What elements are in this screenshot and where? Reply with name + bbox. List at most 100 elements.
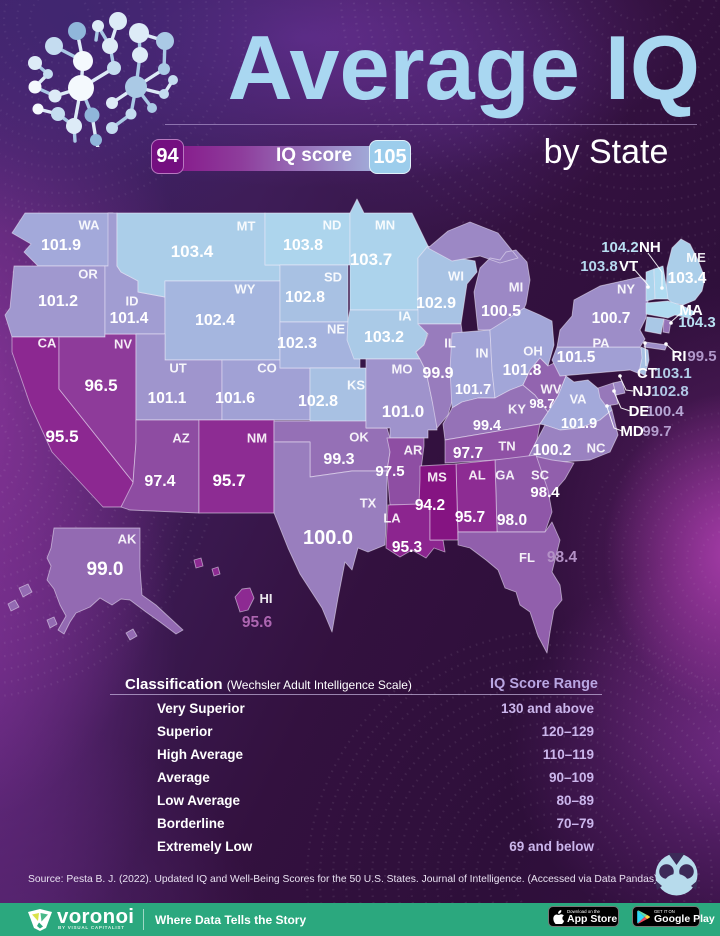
svg-text:HI: HI xyxy=(260,591,273,606)
svg-text:104.3: 104.3 xyxy=(678,314,716,331)
svg-text:100.5: 100.5 xyxy=(481,303,521,320)
svg-text:LA: LA xyxy=(383,511,401,526)
svg-text:103.1: 103.1 xyxy=(654,365,692,382)
svg-text:NC: NC xyxy=(587,441,606,456)
svg-text:ND: ND xyxy=(323,218,342,233)
svg-text:98.7: 98.7 xyxy=(529,396,554,411)
svg-text:AK: AK xyxy=(118,532,137,547)
svg-text:NV: NV xyxy=(114,337,132,352)
svg-text:97.4: 97.4 xyxy=(144,473,175,490)
svg-text:AZ: AZ xyxy=(172,431,189,446)
svg-text:99.4: 99.4 xyxy=(473,418,501,434)
svg-text:95.7: 95.7 xyxy=(212,471,245,490)
svg-text:CT: CT xyxy=(637,365,657,382)
svg-text:101.4: 101.4 xyxy=(110,310,149,327)
svg-text:MA: MA xyxy=(679,302,702,319)
svg-text:101.9: 101.9 xyxy=(41,237,81,254)
svg-text:FL: FL xyxy=(519,550,535,565)
svg-text:UT: UT xyxy=(169,361,186,376)
svg-text:AR: AR xyxy=(404,443,423,458)
svg-text:104.2: 104.2 xyxy=(601,239,639,256)
svg-text:VT: VT xyxy=(619,258,638,275)
svg-text:VA: VA xyxy=(569,392,587,407)
svg-text:103.2: 103.2 xyxy=(364,329,404,346)
svg-text:CA: CA xyxy=(38,336,57,351)
svg-text:102.8: 102.8 xyxy=(651,383,689,400)
svg-text:TX: TX xyxy=(360,496,377,511)
svg-text:102.8: 102.8 xyxy=(298,393,338,410)
svg-text:95.7: 95.7 xyxy=(455,509,485,526)
svg-text:MO: MO xyxy=(392,362,413,377)
svg-text:97.7: 97.7 xyxy=(453,445,483,462)
svg-text:95.5: 95.5 xyxy=(45,427,78,446)
svg-text:98.4: 98.4 xyxy=(530,484,560,501)
svg-text:95.6: 95.6 xyxy=(242,614,273,631)
svg-text:IN: IN xyxy=(476,346,489,361)
svg-text:ME: ME xyxy=(686,250,706,265)
svg-text:WV: WV xyxy=(541,382,562,397)
svg-text:CO: CO xyxy=(257,361,277,376)
svg-text:OH: OH xyxy=(523,344,543,359)
svg-text:MS: MS xyxy=(427,470,447,485)
svg-text:ID: ID xyxy=(126,294,139,309)
svg-text:101.9: 101.9 xyxy=(561,416,597,432)
svg-text:100.7: 100.7 xyxy=(592,310,631,327)
svg-text:101.8: 101.8 xyxy=(503,362,542,379)
svg-text:IL: IL xyxy=(444,336,456,351)
svg-text:PA: PA xyxy=(592,336,610,351)
svg-text:95.3: 95.3 xyxy=(392,539,423,556)
svg-text:NM: NM xyxy=(247,431,267,446)
svg-text:101.6: 101.6 xyxy=(215,390,255,407)
svg-text:TN: TN xyxy=(498,439,515,454)
svg-text:98.0: 98.0 xyxy=(497,512,527,529)
svg-text:MI: MI xyxy=(509,280,523,295)
svg-text:103.7: 103.7 xyxy=(350,250,393,269)
svg-text:99.0: 99.0 xyxy=(87,559,124,580)
svg-text:WA: WA xyxy=(79,218,101,233)
svg-text:102.3: 102.3 xyxy=(277,335,317,352)
svg-text:WY: WY xyxy=(235,282,256,297)
svg-text:NY: NY xyxy=(617,282,635,297)
svg-text:NH: NH xyxy=(639,239,661,256)
svg-text:GA: GA xyxy=(495,468,515,483)
svg-text:KY: KY xyxy=(508,402,526,417)
svg-text:98.4: 98.4 xyxy=(547,549,578,566)
svg-text:102.4: 102.4 xyxy=(195,312,235,329)
svg-text:MD: MD xyxy=(620,423,643,440)
svg-text:IA: IA xyxy=(399,309,413,324)
svg-text:OR: OR xyxy=(78,267,98,282)
svg-text:96.5: 96.5 xyxy=(84,376,117,395)
svg-text:100.2: 100.2 xyxy=(533,442,572,459)
svg-text:KS: KS xyxy=(347,378,365,393)
svg-text:99.3: 99.3 xyxy=(323,451,354,468)
svg-text:101.5: 101.5 xyxy=(557,349,596,366)
svg-text:DE: DE xyxy=(629,403,650,420)
svg-text:RI: RI xyxy=(672,348,687,365)
svg-text:102.9: 102.9 xyxy=(416,295,456,312)
svg-text:103.4: 103.4 xyxy=(668,270,707,287)
svg-text:SD: SD xyxy=(324,270,342,285)
svg-text:99.7: 99.7 xyxy=(642,423,671,440)
svg-text:99.5: 99.5 xyxy=(687,348,716,365)
svg-text:103.8: 103.8 xyxy=(283,237,323,254)
svg-text:101.0: 101.0 xyxy=(382,402,425,421)
svg-text:99.9: 99.9 xyxy=(422,365,453,382)
svg-text:MT: MT xyxy=(237,219,256,234)
svg-text:97.5: 97.5 xyxy=(375,463,404,480)
svg-text:NJ: NJ xyxy=(632,383,651,400)
svg-text:101.7: 101.7 xyxy=(455,382,491,398)
svg-text:NE: NE xyxy=(327,322,345,337)
svg-text:100.0: 100.0 xyxy=(303,527,353,549)
svg-text:103.4: 103.4 xyxy=(171,242,214,261)
svg-text:100.4: 100.4 xyxy=(646,403,684,420)
svg-text:SC: SC xyxy=(531,468,550,483)
svg-text:101.2: 101.2 xyxy=(38,293,78,310)
svg-text:103.8: 103.8 xyxy=(580,258,618,275)
svg-text:101.1: 101.1 xyxy=(148,390,187,407)
svg-text:AL: AL xyxy=(468,468,485,483)
svg-text:94.2: 94.2 xyxy=(415,497,445,514)
svg-text:102.8: 102.8 xyxy=(285,289,325,306)
svg-text:MN: MN xyxy=(375,218,395,233)
svg-text:OK: OK xyxy=(349,430,369,445)
svg-text:WI: WI xyxy=(448,269,464,284)
